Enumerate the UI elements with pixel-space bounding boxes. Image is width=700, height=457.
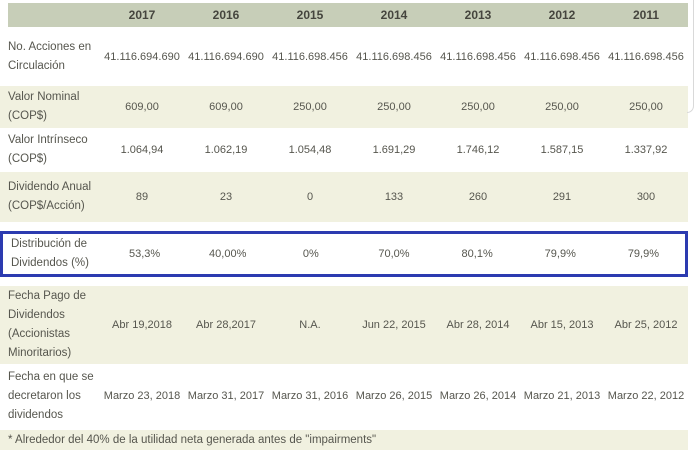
cell-value-2014: 70,0%	[378, 248, 410, 260]
cell-value-2011: 1.337,92	[624, 144, 668, 156]
column-header-2016: 2016	[184, 3, 268, 27]
cell-value-2015: N.A.	[299, 319, 321, 331]
cell-value-2011: Abr 25, 2012	[614, 319, 678, 331]
cell-value-2015: 0%	[302, 248, 319, 260]
table-row-0: No. Acciones en Circulación 41.116.694.69…	[0, 27, 688, 86]
row-label: Valor Intrínseco (COP$)	[8, 134, 88, 165]
cell-value-2013: Abr 28, 2014	[446, 319, 510, 331]
cell-value-2016: 609,00	[209, 101, 243, 113]
column-header-2011: 2011	[604, 3, 688, 27]
cell-value-2017: 609,00	[125, 101, 159, 113]
cell-value-2017: 1.064,94	[120, 144, 164, 156]
row-label: Dividendo Anual (COP$/Acción)	[8, 181, 92, 212]
cell-value-2013: 80,1%	[461, 248, 493, 260]
row-label: Distribución de Dividendos (%)	[11, 238, 89, 269]
table-row-2: Valor Intrínseco (COP$) 1.064,94 1.062,19 1…	[0, 128, 688, 172]
cell-value-2014: 133	[384, 191, 404, 203]
row-label: Valor Nominal (COP$)	[8, 91, 80, 122]
cell-value-2014: 41.116.698.456	[356, 50, 432, 63]
cell-value-2012: 1.587,15	[540, 144, 584, 156]
cell-value-2016: 40,00%	[209, 248, 247, 260]
cell-value-2017: 89	[135, 191, 149, 203]
cell-value-2012: Marzo 21, 2013	[523, 390, 601, 402]
table-header-row: 2017 2016 2015 2014 2013 2012 2011	[0, 3, 688, 27]
table-row-4-highlighted[interactable]: Distribución de Dividendos (%) 53,3% 40,00…	[0, 231, 688, 277]
cell-value-2016: 1.062,19	[204, 144, 248, 156]
cell-value-2012: 79,9%	[544, 248, 576, 260]
cell-value-2014: 250,00	[377, 101, 411, 113]
cell-value-2015: 1.054,48	[288, 144, 332, 156]
cell-value-2016: 23	[219, 191, 233, 203]
cell-value-2014: Marzo 26, 2015	[355, 390, 433, 402]
cell-value-2017: Marzo 23, 2018	[103, 390, 181, 402]
header-spacer-cell	[8, 3, 100, 27]
cell-value-2013: 250,00	[461, 101, 495, 113]
cell-value-2017: Abr 19,2018	[112, 319, 172, 331]
cell-value-2011: Marzo 22, 2012	[607, 390, 685, 402]
row-label: Fecha Pago de Dividendos (Accionistas Mi…	[8, 290, 87, 359]
cell-value-2012: 41.116.698.456	[524, 50, 600, 63]
table-row-1: Valor Nominal (COP$) 609,00 609,00 250,00 25…	[0, 86, 688, 128]
cell-value-2017: 53,3%	[128, 248, 161, 260]
cell-value-2012: 250,00	[545, 101, 579, 113]
cell-value-2013: 1.746,12	[456, 144, 500, 156]
panel-edge-line	[687, 0, 694, 113]
cell-value-2011: 250,00	[629, 101, 663, 113]
cell-value-2015: 0	[306, 191, 314, 203]
column-header-2015: 2015	[268, 3, 352, 27]
dividends-table: 2017 2016 2015 2014 2013 2012 2011 No. Accione…	[0, 3, 688, 450]
column-header-2014: 2014	[352, 3, 436, 27]
cell-value-2015: 41.116.698.456	[272, 50, 348, 63]
cell-value-2012: 291	[552, 191, 572, 203]
cell-value-2013: Marzo 26, 2014	[439, 390, 517, 402]
table-footnote: * Alrededor del 40% de la utilidad neta …	[0, 430, 688, 450]
row-label: Fecha en que se decretaron los dividendo…	[8, 370, 94, 421]
column-header-2012: 2012	[520, 3, 604, 27]
cell-value-2011: 41.116.698.456	[608, 50, 684, 63]
table-row-6: Fecha en que se decretaron los dividendo…	[0, 364, 688, 428]
cell-value-2015: 250,00	[293, 101, 327, 113]
cell-value-2016: 41.116.694.690	[188, 50, 264, 63]
cell-value-2013: 41.116.698.456	[440, 50, 516, 63]
cell-value-2017: 41.116.694.690	[104, 50, 180, 63]
table-row-5: Fecha Pago de Dividendos (Accionistas Mi…	[0, 286, 688, 364]
column-header-2013: 2013	[436, 3, 520, 27]
cell-value-2014: Jun 22, 2015	[362, 319, 426, 331]
column-header-2017: 2017	[100, 3, 184, 27]
cell-value-2014: 1.691,29	[372, 144, 416, 156]
cell-value-2016: Abr 28,2017	[196, 319, 256, 331]
cell-value-2016: Marzo 31, 2017	[187, 390, 265, 402]
table-row-3: Dividendo Anual (COP$/Acción) 89 23 0 133 260…	[0, 172, 688, 222]
cell-value-2013: 260	[468, 191, 488, 203]
cell-value-2011: 300	[636, 191, 656, 203]
row-label: No. Acciones en Circulación	[8, 40, 92, 72]
cell-value-2015: Marzo 31, 2016	[271, 390, 349, 402]
cell-value-2011: 79,9%	[627, 248, 660, 260]
cell-value-2012: Abr 15, 2013	[530, 319, 594, 331]
